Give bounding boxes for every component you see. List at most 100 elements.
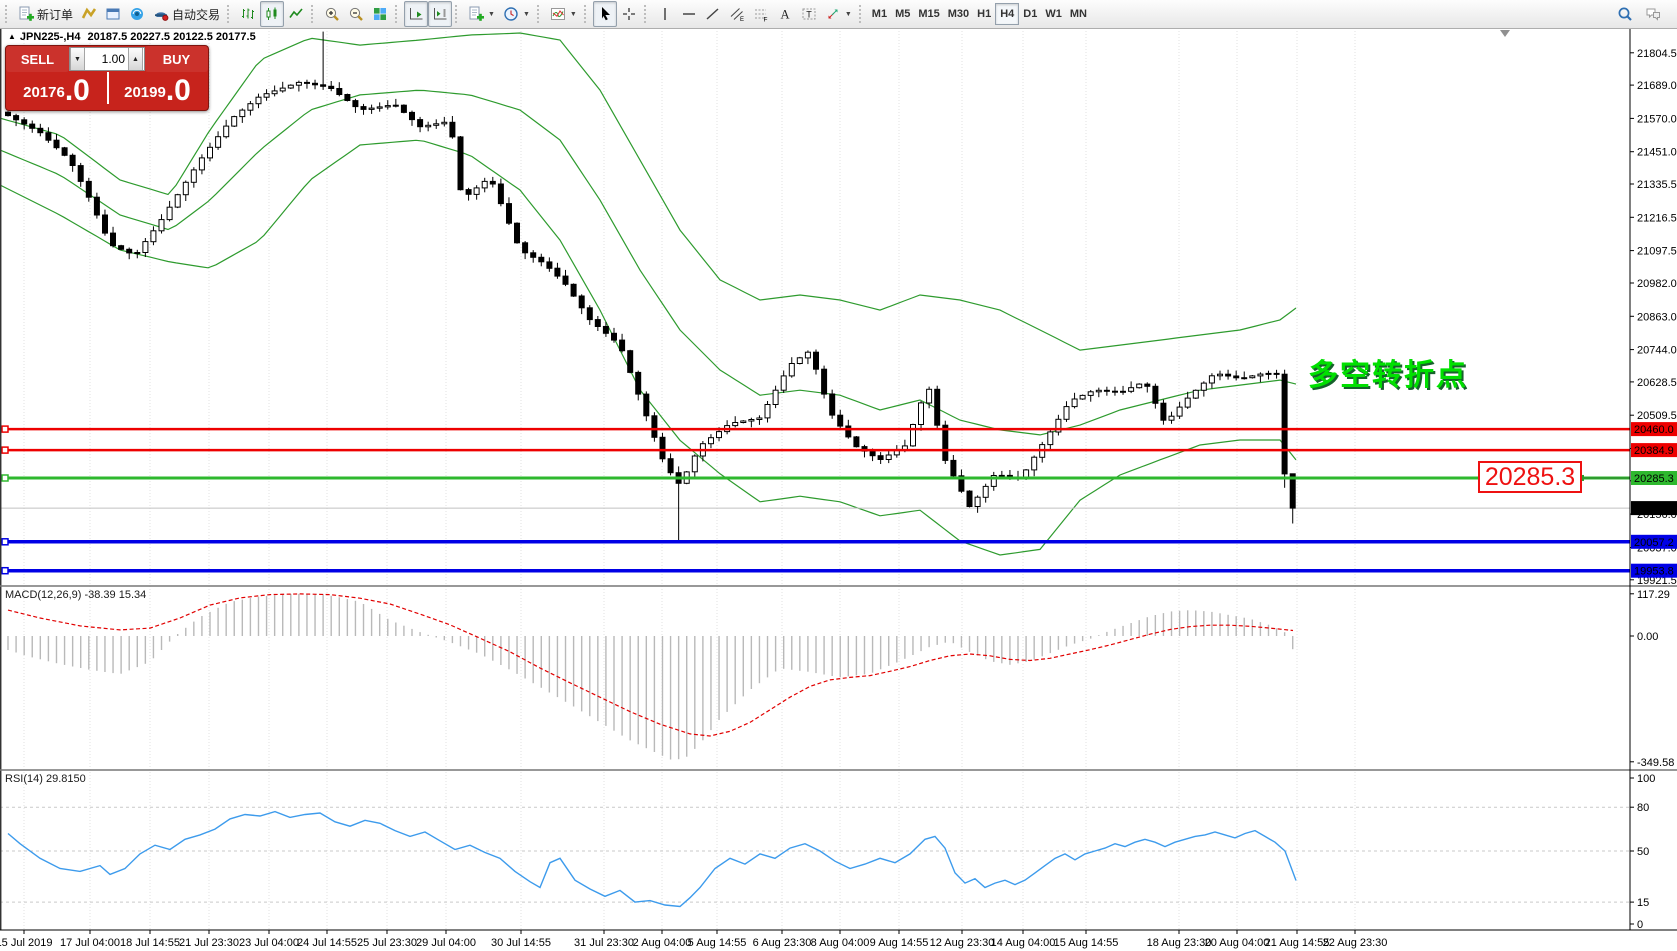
turning-point-annotation[interactable]: 多空转折点 [1308,359,1468,392]
time-tick-label: 18 Jul 14:55 [120,937,180,949]
buy-price[interactable]: 20199.0 [107,72,208,108]
arrows-button[interactable]: ▼ [821,1,856,27]
time-axis[interactable]: 15 Jul 2019 17 Jul 04:00 18 Jul 14:55 21 Ju… [0,930,1387,949]
timeframe-h4-button[interactable]: H4 [995,3,1020,25]
market-watch-button[interactable] [125,1,149,27]
new-template-button-dropdown-icon[interactable]: ▼ [488,10,495,18]
timeframe-m5-button[interactable]: M5 [895,8,911,20]
timeframe-h1-button[interactable]: H1 [977,8,992,20]
chart-window-button[interactable] [77,1,101,27]
expand-arrow-icon[interactable]: ▲ [8,32,16,41]
period-button-dropdown-icon[interactable]: ▼ [522,10,530,18]
rsi-tick-label: 15 [1637,897,1649,909]
price-pane[interactable] [0,31,1630,575]
vertical-line-button[interactable] [653,1,677,27]
svg-text:19953.8: 19953.8 [1634,566,1674,578]
price-tick-label: 19921.5 [1637,575,1677,587]
macd-pane[interactable] [7,593,1294,760]
price-tick-label: 21335.5 [1637,179,1677,191]
zoom-out-button[interactable] [344,1,368,27]
bar-chart-button[interactable] [236,1,260,27]
arrows-button-dropdown-icon[interactable]: ▼ [844,10,852,18]
volume-input[interactable] [85,48,128,70]
buy-button[interactable]: BUY [145,46,208,72]
sell-button[interactable]: SELL [6,46,69,72]
sell-price[interactable]: 20176.0 [6,72,107,108]
price-callout-box[interactable]: 20285.3 [1478,461,1582,493]
svg-text:20460.0: 20460.0 [1634,424,1674,436]
autotrading-button[interactable]: 自动交易 [149,1,224,27]
time-tick-label: 6 Aug 23:30 [753,937,812,949]
ohlc-values: 20187.5 20227.5 20122.5 20177.5 [87,31,256,43]
period-button[interactable]: ▼ [499,1,534,27]
toolbar-grip [583,5,589,23]
fibonacci-button[interactable]: F [749,1,773,27]
text-button[interactable]: A [773,1,797,27]
time-tick-label: 15 Aug 14:55 [1054,937,1119,949]
time-tick-label: 23 Jul 04:00 [239,937,299,949]
candlestick-button[interactable] [260,1,285,27]
rsi-tick-label: 80 [1637,802,1649,814]
volume-down-button[interactable]: ▼ [70,48,85,70]
toolbar-grip [455,5,460,23]
timeframe-m30-button[interactable]: M30 [947,8,970,20]
new-order-button[interactable]: 新订单 [14,1,77,27]
one-click-trading-panel: SELL ▼ ▲ BUY 20176.0 20199.0 [5,45,209,111]
timeframe-m15-button[interactable]: M15 [918,8,940,20]
chat-button[interactable] [1641,1,1665,27]
svg-text:20285.3: 20285.3 [1634,473,1674,485]
line-anchor[interactable] [1,446,9,454]
timeframe-w1-button[interactable]: W1 [1045,8,1062,20]
volume-up-button[interactable]: ▲ [128,48,143,70]
chart-title: ▲ JPN225-,H4 20187.5 20227.5 20122.5 20177… [8,31,256,43]
price-tick-label: 21097.5 [1637,246,1677,258]
cursor-button[interactable] [592,1,617,27]
line-anchor[interactable] [1,566,9,575]
indicators-button-dropdown-icon[interactable]: ▼ [569,10,577,18]
auto-scroll-button[interactable] [404,1,429,27]
macd-tick-label: 0.00 [1637,631,1658,643]
channel-button[interactable]: E [725,1,749,27]
time-tick-label: 2 Aug 04:00 [633,937,692,949]
macd-tick-label: 117.29 [1637,589,1670,601]
profiles-button[interactable] [101,1,125,27]
tile-windows-button[interactable] [368,1,392,27]
horizontal-line-button[interactable] [677,1,701,27]
time-tick-label: 12 Aug 23:30 [930,937,995,949]
toolbar-buttons: 新订单 自动交易 ▼ ▼ ▼ E F A T ▼ M1 M5 M15 M30 H1 H4 D1 W1 MN [2,1,1091,27]
time-tick-label: 17 Jul 04:00 [60,937,120,949]
new-template-button[interactable]: ▼ [464,1,499,27]
chart-shift-marker-icon[interactable] [1500,30,1510,37]
svg-text:20384.9: 20384.9 [1634,445,1674,457]
bollinger-middle-band [0,89,1297,436]
toolbar-grip [858,5,864,23]
zoom-in-button[interactable] [320,1,344,27]
chart-shift-button[interactable] [428,1,453,27]
svg-text:T: T [806,10,812,20]
axis-label-20285.3: 20285.3 [1631,471,1677,485]
timeframe-m1-button[interactable]: M1 [871,8,888,20]
trendline-button[interactable] [701,1,725,27]
axis-label-19953.8: 19953.8 [1631,563,1677,578]
autotrading-button-label: 自动交易 [172,7,221,22]
timeframe-d1-button[interactable]: D1 [1023,8,1038,20]
line-anchor[interactable] [1,474,9,482]
line-anchor[interactable] [1,538,9,546]
search-button[interactable] [1613,1,1637,27]
time-tick-label: 29 Jul 04:00 [416,937,476,949]
time-tick-label: 31 Jul 23:30 [574,937,634,949]
price-tick-label: 21804.5 [1637,48,1677,60]
sell-price-pips: .0 [64,74,90,107]
rsi-pane[interactable] [0,806,1630,908]
indicators-button[interactable]: ▼ [546,1,581,27]
buy-price-pips: .0 [165,74,191,107]
line-chart-button[interactable] [284,1,308,27]
line-anchor[interactable] [1,425,9,433]
timeframe-mn-button[interactable]: MN [1069,8,1087,20]
crosshair-button[interactable] [617,1,641,27]
label-button[interactable]: T [797,1,821,27]
time-tick-label: 9 Aug 14:55 [870,937,929,949]
toolbar: 新订单 自动交易 ▼ ▼ ▼ E F A T ▼ M1 M5 M15 M30 H1 H4 D1 W1 MN [0,0,1677,29]
